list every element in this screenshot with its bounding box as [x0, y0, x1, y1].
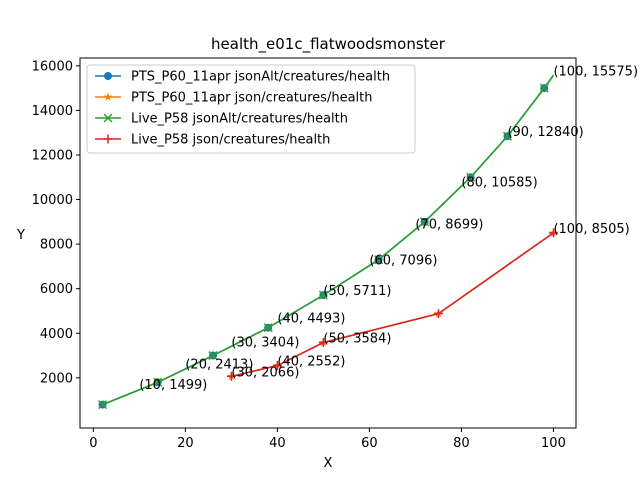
series-3-point	[98, 400, 108, 410]
data-label: (30, 3404)	[231, 336, 299, 351]
series-3-point	[374, 255, 384, 265]
plot-border	[79, 57, 577, 429]
legend-entry: Live_P58 jsonAlt/creatures/health	[95, 112, 348, 127]
x-tick-label: 40	[269, 436, 286, 451]
legend-label: Live_P58 json/creatures/health	[131, 133, 330, 148]
legend-marker	[104, 72, 112, 80]
series-3-point	[420, 217, 430, 227]
series-layer	[98, 74, 558, 410]
data-label: (30, 2066)	[231, 365, 299, 380]
series-4-point	[272, 361, 282, 371]
y-tick-label: 2000	[40, 371, 73, 386]
x-tick-label: 20	[177, 436, 194, 451]
series-3-point	[263, 323, 273, 333]
y-tick-label: 10000	[32, 193, 73, 208]
data-label: (20, 2413)	[185, 358, 253, 373]
series-3-point	[208, 351, 218, 361]
data-label: (70, 8699)	[415, 218, 483, 233]
data-label: (100, 15575)	[553, 64, 638, 79]
x-tick-label: 100	[541, 436, 566, 451]
series-4-point	[226, 371, 236, 381]
legend: PTS_P60_11apr jsonAlt/creatures/health PT…	[86, 64, 416, 154]
data-label: (10, 1499)	[139, 378, 207, 393]
axis-layer: 0 20 40 60 80 100 2000 4000 6000 8000 10000 12000 14…	[32, 59, 566, 451]
annotation-layer: (10, 1499) (20, 2413) (30, 3404) (40, 4493)…	[139, 64, 638, 393]
legend-label: PTS_P60_11apr json/creatures/health	[131, 91, 372, 106]
y-tick-label: 14000	[32, 104, 73, 119]
x-tick-label: 0	[89, 436, 97, 451]
y-tick-label: 6000	[40, 282, 73, 297]
series-4-point	[433, 309, 443, 319]
legend-entry: Live_P58 json/creatures/health	[95, 133, 330, 148]
data-label: (40, 2552)	[277, 355, 345, 370]
data-label: (100, 8505)	[553, 222, 629, 237]
series-3-point	[153, 377, 163, 387]
series-4-point	[318, 338, 328, 348]
legend-entry: PTS_P60_11apr jsonAlt/creatures/health	[95, 70, 390, 85]
data-label: (40, 4493)	[277, 311, 345, 326]
y-axis-label: Y	[16, 228, 25, 243]
data-label: (60, 7096)	[369, 253, 437, 268]
data-label: (50, 5711)	[323, 284, 391, 299]
series-3-point	[318, 290, 328, 300]
series-4	[226, 228, 558, 381]
legend-entry: PTS_P60_11apr json/creatures/health	[95, 91, 372, 106]
legend-marker	[103, 134, 113, 144]
x-axis-label: X	[324, 456, 333, 471]
y-tick-label: 12000	[32, 148, 73, 163]
y-tick-label: 16000	[32, 59, 73, 74]
x-tick-label: 80	[453, 436, 470, 451]
chart-title: health_e01c_flatwoodsmonster	[211, 35, 446, 54]
series-3-point	[466, 172, 476, 182]
series-3	[98, 74, 555, 410]
data-label: (50, 3584)	[323, 332, 391, 347]
series-4-point	[548, 228, 558, 238]
y-tick-label: 4000	[40, 327, 73, 342]
legend-label: Live_P58 jsonAlt/creatures/health	[131, 112, 348, 127]
y-tick-label: 8000	[40, 238, 73, 253]
series-3-point	[502, 131, 512, 141]
legend-label: PTS_P60_11apr jsonAlt/creatures/health	[131, 70, 390, 85]
data-label: (90, 12840)	[507, 125, 583, 140]
legend-marker	[103, 92, 113, 101]
legend-box	[86, 64, 416, 154]
x-tick-label: 60	[361, 436, 378, 451]
legend-marker	[103, 113, 113, 123]
series-3-point	[539, 83, 549, 93]
data-label: (80, 10585)	[461, 175, 537, 190]
